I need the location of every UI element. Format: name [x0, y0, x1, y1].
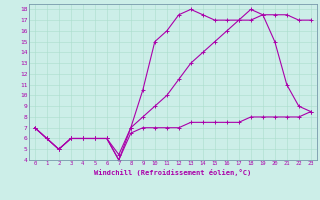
X-axis label: Windchill (Refroidissement éolien,°C): Windchill (Refroidissement éolien,°C) — [94, 169, 252, 176]
